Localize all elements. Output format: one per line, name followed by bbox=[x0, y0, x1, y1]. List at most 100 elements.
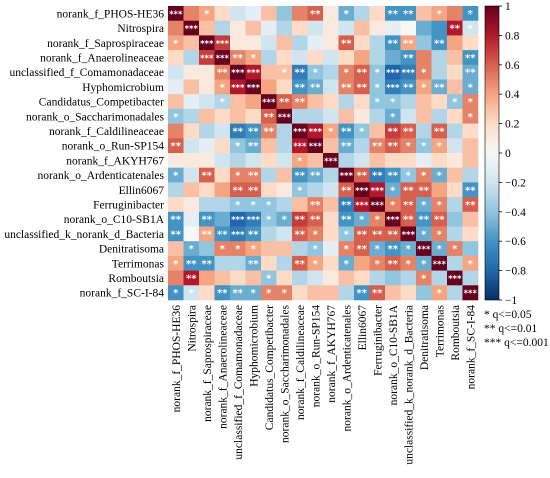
colorbar-ticks: 1 0.8 0.6 0.4 0.2 0 −0.2 −0.4 −0.6 −0.8 −1 bbox=[499, 1, 526, 307]
heatmap-cell bbox=[245, 79, 262, 95]
heatmap-cell bbox=[168, 241, 184, 257]
heatmap-cell bbox=[276, 211, 293, 227]
heatmap-cell bbox=[369, 6, 386, 21]
heatmap-cell bbox=[323, 153, 339, 168]
heatmap-cell bbox=[168, 94, 184, 110]
heatmap-cell bbox=[462, 108, 479, 124]
heatmap-cell bbox=[447, 197, 463, 213]
heatmap-cell bbox=[292, 108, 308, 124]
heatmap-cell bbox=[230, 197, 246, 213]
significance-star: ** bbox=[434, 215, 445, 226]
heatmap-cell bbox=[369, 241, 386, 257]
heatmap-cell bbox=[447, 167, 463, 183]
heatmap-cell bbox=[354, 241, 370, 257]
heatmap-cell bbox=[385, 79, 401, 95]
heatmap-cell bbox=[307, 270, 324, 286]
significance-star: ** bbox=[217, 288, 228, 299]
heatmap-cell bbox=[385, 20, 401, 36]
significance-star: * bbox=[282, 215, 288, 226]
significance-star: *** bbox=[262, 98, 276, 108]
heatmap-cell bbox=[199, 50, 215, 66]
heatmap-cell bbox=[199, 226, 215, 242]
heatmap-cell bbox=[323, 79, 339, 95]
heatmap-cell bbox=[214, 123, 231, 139]
heatmap-cell bbox=[214, 35, 231, 51]
heatmap-cell bbox=[354, 255, 370, 271]
legend-entry-q005: * q<=0.05 bbox=[484, 309, 532, 321]
heatmap-cell bbox=[276, 270, 293, 286]
significance-star: * bbox=[468, 82, 474, 93]
column-label: norank_f_Anaerolineaceae bbox=[217, 305, 229, 429]
column-label: norank_f_Caldilineaceae bbox=[295, 305, 307, 420]
heatmap-cell bbox=[400, 226, 417, 242]
heatmap-cell bbox=[385, 138, 401, 154]
heatmap-cell bbox=[183, 6, 200, 21]
significance-star: ** bbox=[341, 126, 352, 137]
heatmap-cell bbox=[354, 270, 370, 286]
heatmap-cell bbox=[462, 270, 479, 286]
heatmap-cell bbox=[385, 226, 401, 242]
heatmap-cell bbox=[354, 197, 370, 213]
heatmap-cell bbox=[416, 20, 432, 36]
heatmap-cell bbox=[369, 226, 386, 242]
heatmap-cell bbox=[354, 167, 370, 183]
row-label: Ellin6067 bbox=[119, 185, 165, 197]
significance-star: *** bbox=[371, 186, 385, 196]
heatmap-cell bbox=[168, 226, 184, 242]
heatmap-cell bbox=[214, 79, 231, 95]
heatmap-cell bbox=[385, 123, 401, 139]
significance-star: *** bbox=[247, 216, 261, 226]
significance-star: ** bbox=[341, 38, 352, 49]
heatmap-cell bbox=[338, 197, 355, 213]
heatmap-cell bbox=[230, 182, 246, 198]
heatmap-cell bbox=[245, 138, 262, 154]
significance-star: * bbox=[173, 112, 179, 123]
heatmap-cell bbox=[400, 64, 417, 80]
significance-star: ** bbox=[372, 171, 383, 182]
heatmap-cell bbox=[261, 197, 277, 213]
significance-star: ** bbox=[217, 229, 228, 240]
heatmap-cell bbox=[354, 94, 370, 110]
significance-star: * bbox=[251, 244, 257, 255]
heatmap-cell bbox=[338, 270, 355, 286]
significance-star: * bbox=[437, 171, 443, 182]
significance-star: ** bbox=[450, 24, 461, 35]
significance-star: ** bbox=[434, 82, 445, 93]
heatmap-cell bbox=[416, 153, 432, 168]
heatmap-cell bbox=[276, 197, 293, 213]
heatmap-cell bbox=[245, 20, 262, 36]
significance-star: ** bbox=[372, 288, 383, 299]
heatmap-cell bbox=[199, 6, 215, 21]
heatmap-cell bbox=[462, 226, 479, 242]
heatmap-cell bbox=[276, 226, 293, 242]
significance-star: * bbox=[375, 68, 381, 79]
heatmap-cell bbox=[369, 108, 386, 124]
column-label: norank_o_Ardenticatenales bbox=[341, 304, 353, 431]
heatmap-cell bbox=[338, 138, 355, 154]
heatmap-cell bbox=[447, 20, 463, 36]
column-label: norank_o_Saccharimonadales bbox=[279, 304, 291, 442]
heatmap-cell bbox=[431, 255, 448, 271]
heatmap-cell bbox=[416, 108, 432, 124]
significance-star: * bbox=[282, 68, 288, 79]
heatmap-cell bbox=[292, 167, 308, 183]
heatmap-cell bbox=[369, 94, 386, 110]
row-label: Hyphomicrobium bbox=[82, 82, 164, 94]
significance-star: * bbox=[344, 244, 350, 255]
column-label: Denitratisoma bbox=[419, 305, 431, 370]
heatmap-cell bbox=[214, 270, 231, 286]
heatmap-cell bbox=[323, 108, 339, 124]
significance-star: *** bbox=[464, 289, 478, 299]
significance-star: *** bbox=[417, 245, 431, 255]
significance-star: ** bbox=[295, 97, 306, 108]
heatmap-cell bbox=[400, 50, 417, 66]
heatmap-cell bbox=[354, 211, 370, 227]
heatmap-cell bbox=[199, 94, 215, 110]
heatmap-cell bbox=[292, 35, 308, 51]
heatmap-cell bbox=[447, 241, 463, 257]
heatmap-cell bbox=[261, 211, 277, 227]
heatmap-cell bbox=[369, 182, 386, 198]
heatmap-cell bbox=[214, 241, 231, 257]
heatmap-cell bbox=[369, 35, 386, 51]
heatmap-cell bbox=[245, 285, 262, 301]
